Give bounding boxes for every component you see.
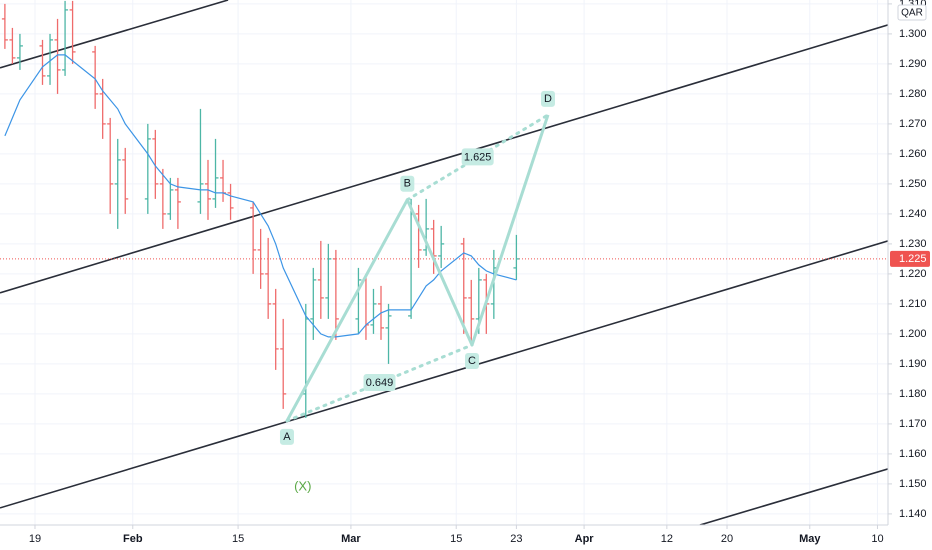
y-tick-label: 1.160 (899, 448, 927, 460)
point-box (540, 90, 555, 107)
x-tick-label: Mar (341, 533, 361, 545)
point-label: C (468, 355, 476, 367)
currency: QAR (901, 8, 923, 19)
y-tick-label: 1.180 (899, 388, 927, 400)
y-tick-label: 1.300 (899, 28, 927, 40)
point-label: B (404, 178, 411, 190)
y-tick-label: 1.150 (899, 478, 927, 490)
y-tick-label: 1.220 (899, 268, 927, 280)
y-tick-label: 1.200 (899, 328, 927, 340)
x-tick-label: 23 (510, 533, 522, 545)
point-box (400, 175, 415, 192)
currency-box (897, 4, 927, 21)
pattern-retracement (285, 343, 474, 423)
last-price-box (890, 250, 930, 267)
x-tick-label: 15 (232, 533, 244, 545)
y-tick-label: 1.170 (899, 418, 927, 430)
plot-area (0, 0, 888, 525)
trend-line (0, 240, 888, 509)
x-tick-label: 12 (661, 533, 673, 545)
y-tick-label: 1.230 (899, 238, 927, 250)
y-tick-label: 1.290 (899, 58, 927, 70)
y-tick-label: 1.280 (899, 88, 927, 100)
x-tick-label: 19 (29, 533, 41, 545)
trend-line (0, 24, 888, 294)
x-tick-label: 15 (450, 533, 462, 545)
point-label: A (283, 431, 291, 443)
point-box (465, 353, 480, 369)
last-price-label: 1.225 (899, 253, 927, 265)
ratio-box (461, 148, 494, 166)
x-tick-label: Apr (575, 533, 595, 545)
y-tick-label: 1.240 (899, 208, 927, 220)
y-tick-label: 1.190 (899, 358, 927, 370)
point-label: D (544, 93, 552, 105)
y-tick-label: 1.260 (899, 148, 927, 160)
y-tick-label: 1.210 (899, 298, 927, 310)
moving-average (4, 54, 517, 338)
annotation: (X) (294, 478, 311, 493)
x-tick-label: 10 (871, 533, 883, 545)
x-tick-label: Feb (123, 533, 143, 545)
y-tick-label: 1.140 (899, 508, 927, 520)
trend-line (699, 468, 888, 525)
trend-line (0, 0, 229, 69)
x-tick-label: May (799, 533, 821, 545)
axes: 1.140 1.150 1.160 1.170 1.180 1.190 1.200 1.210… (29, 0, 927, 545)
ratio-label: 1.625 (464, 151, 492, 163)
y-tick-label: 1.270 (899, 118, 927, 130)
ratio-label: 0.649 (366, 377, 394, 389)
ratio-box (363, 373, 396, 391)
point-box (279, 428, 294, 445)
pattern-leg (285, 114, 550, 422)
grid (0, 0, 888, 525)
y-tick-label: 1.250 (899, 178, 927, 190)
x-tick-label: 20 (721, 533, 733, 545)
